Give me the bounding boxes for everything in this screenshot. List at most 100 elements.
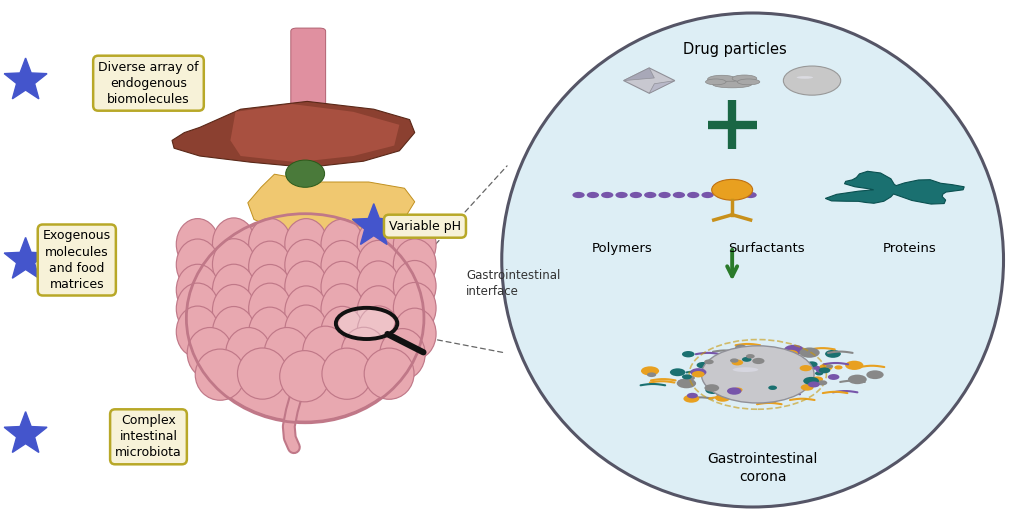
Ellipse shape [280, 350, 330, 402]
Ellipse shape [321, 262, 364, 313]
Circle shape [696, 362, 710, 368]
Ellipse shape [393, 239, 436, 290]
Polygon shape [825, 171, 965, 204]
Ellipse shape [176, 264, 219, 316]
Circle shape [682, 374, 692, 380]
Circle shape [712, 179, 753, 200]
Ellipse shape [393, 219, 436, 270]
Ellipse shape [321, 241, 364, 292]
Circle shape [753, 358, 765, 364]
Circle shape [803, 377, 819, 385]
Ellipse shape [264, 328, 309, 379]
Ellipse shape [285, 305, 328, 356]
Ellipse shape [737, 79, 760, 85]
Circle shape [587, 192, 599, 198]
Text: Variable pH: Variable pH [389, 220, 461, 233]
Circle shape [825, 350, 841, 358]
Ellipse shape [249, 241, 292, 292]
Circle shape [715, 394, 730, 402]
Circle shape [758, 396, 771, 403]
Circle shape [750, 395, 764, 402]
Ellipse shape [393, 308, 436, 359]
Ellipse shape [249, 218, 292, 269]
Ellipse shape [249, 307, 292, 358]
Ellipse shape [212, 284, 255, 336]
Ellipse shape [212, 264, 255, 316]
Circle shape [682, 351, 694, 357]
Ellipse shape [321, 306, 364, 358]
Circle shape [601, 192, 613, 198]
Circle shape [731, 359, 743, 366]
Circle shape [572, 192, 585, 198]
Circle shape [716, 192, 728, 198]
Circle shape [730, 192, 742, 198]
Circle shape [735, 344, 746, 350]
Ellipse shape [187, 328, 232, 379]
Circle shape [673, 192, 685, 198]
Ellipse shape [286, 160, 325, 187]
Circle shape [647, 372, 656, 377]
Circle shape [801, 384, 814, 391]
Ellipse shape [285, 286, 328, 337]
Ellipse shape [706, 79, 726, 85]
Circle shape [690, 368, 707, 376]
Polygon shape [172, 101, 415, 167]
Circle shape [641, 366, 659, 375]
Circle shape [845, 361, 863, 370]
Ellipse shape [196, 349, 245, 400]
Circle shape [724, 352, 739, 360]
Ellipse shape [285, 218, 328, 270]
Ellipse shape [176, 283, 219, 334]
Ellipse shape [797, 76, 813, 79]
Ellipse shape [365, 348, 414, 399]
Circle shape [630, 192, 642, 198]
Text: Polymers: Polymers [592, 242, 653, 255]
Ellipse shape [357, 306, 400, 357]
Polygon shape [624, 68, 654, 81]
Circle shape [816, 368, 825, 373]
Circle shape [724, 393, 736, 399]
Ellipse shape [212, 218, 255, 269]
Circle shape [800, 365, 812, 371]
Circle shape [742, 357, 752, 362]
Ellipse shape [357, 240, 400, 292]
Text: Drug particles: Drug particles [683, 42, 787, 57]
Ellipse shape [732, 75, 757, 82]
Circle shape [701, 192, 714, 198]
Circle shape [744, 192, 757, 198]
Circle shape [819, 364, 833, 371]
Ellipse shape [322, 348, 372, 399]
Ellipse shape [321, 219, 364, 270]
Circle shape [768, 352, 786, 361]
Ellipse shape [285, 239, 328, 291]
Text: Surfactants: Surfactants [728, 242, 804, 255]
Ellipse shape [733, 367, 758, 372]
Circle shape [798, 384, 808, 389]
Circle shape [826, 365, 834, 368]
Polygon shape [649, 81, 675, 93]
Ellipse shape [321, 284, 364, 335]
Circle shape [806, 361, 817, 367]
Ellipse shape [187, 215, 423, 422]
Ellipse shape [393, 282, 436, 334]
FancyBboxPatch shape [291, 28, 326, 128]
Circle shape [835, 366, 843, 370]
Polygon shape [624, 68, 675, 93]
Circle shape [339, 309, 394, 337]
Circle shape [784, 345, 804, 355]
Ellipse shape [285, 261, 328, 313]
Circle shape [705, 359, 714, 365]
Circle shape [684, 375, 695, 381]
Circle shape [745, 354, 755, 358]
Circle shape [772, 353, 785, 360]
Circle shape [812, 376, 823, 382]
Circle shape [848, 374, 866, 384]
Circle shape [817, 380, 827, 385]
Circle shape [727, 387, 741, 395]
Ellipse shape [357, 261, 400, 312]
Ellipse shape [238, 348, 288, 399]
Circle shape [706, 386, 721, 394]
Polygon shape [230, 104, 399, 162]
Ellipse shape [357, 286, 400, 337]
Circle shape [737, 385, 755, 394]
